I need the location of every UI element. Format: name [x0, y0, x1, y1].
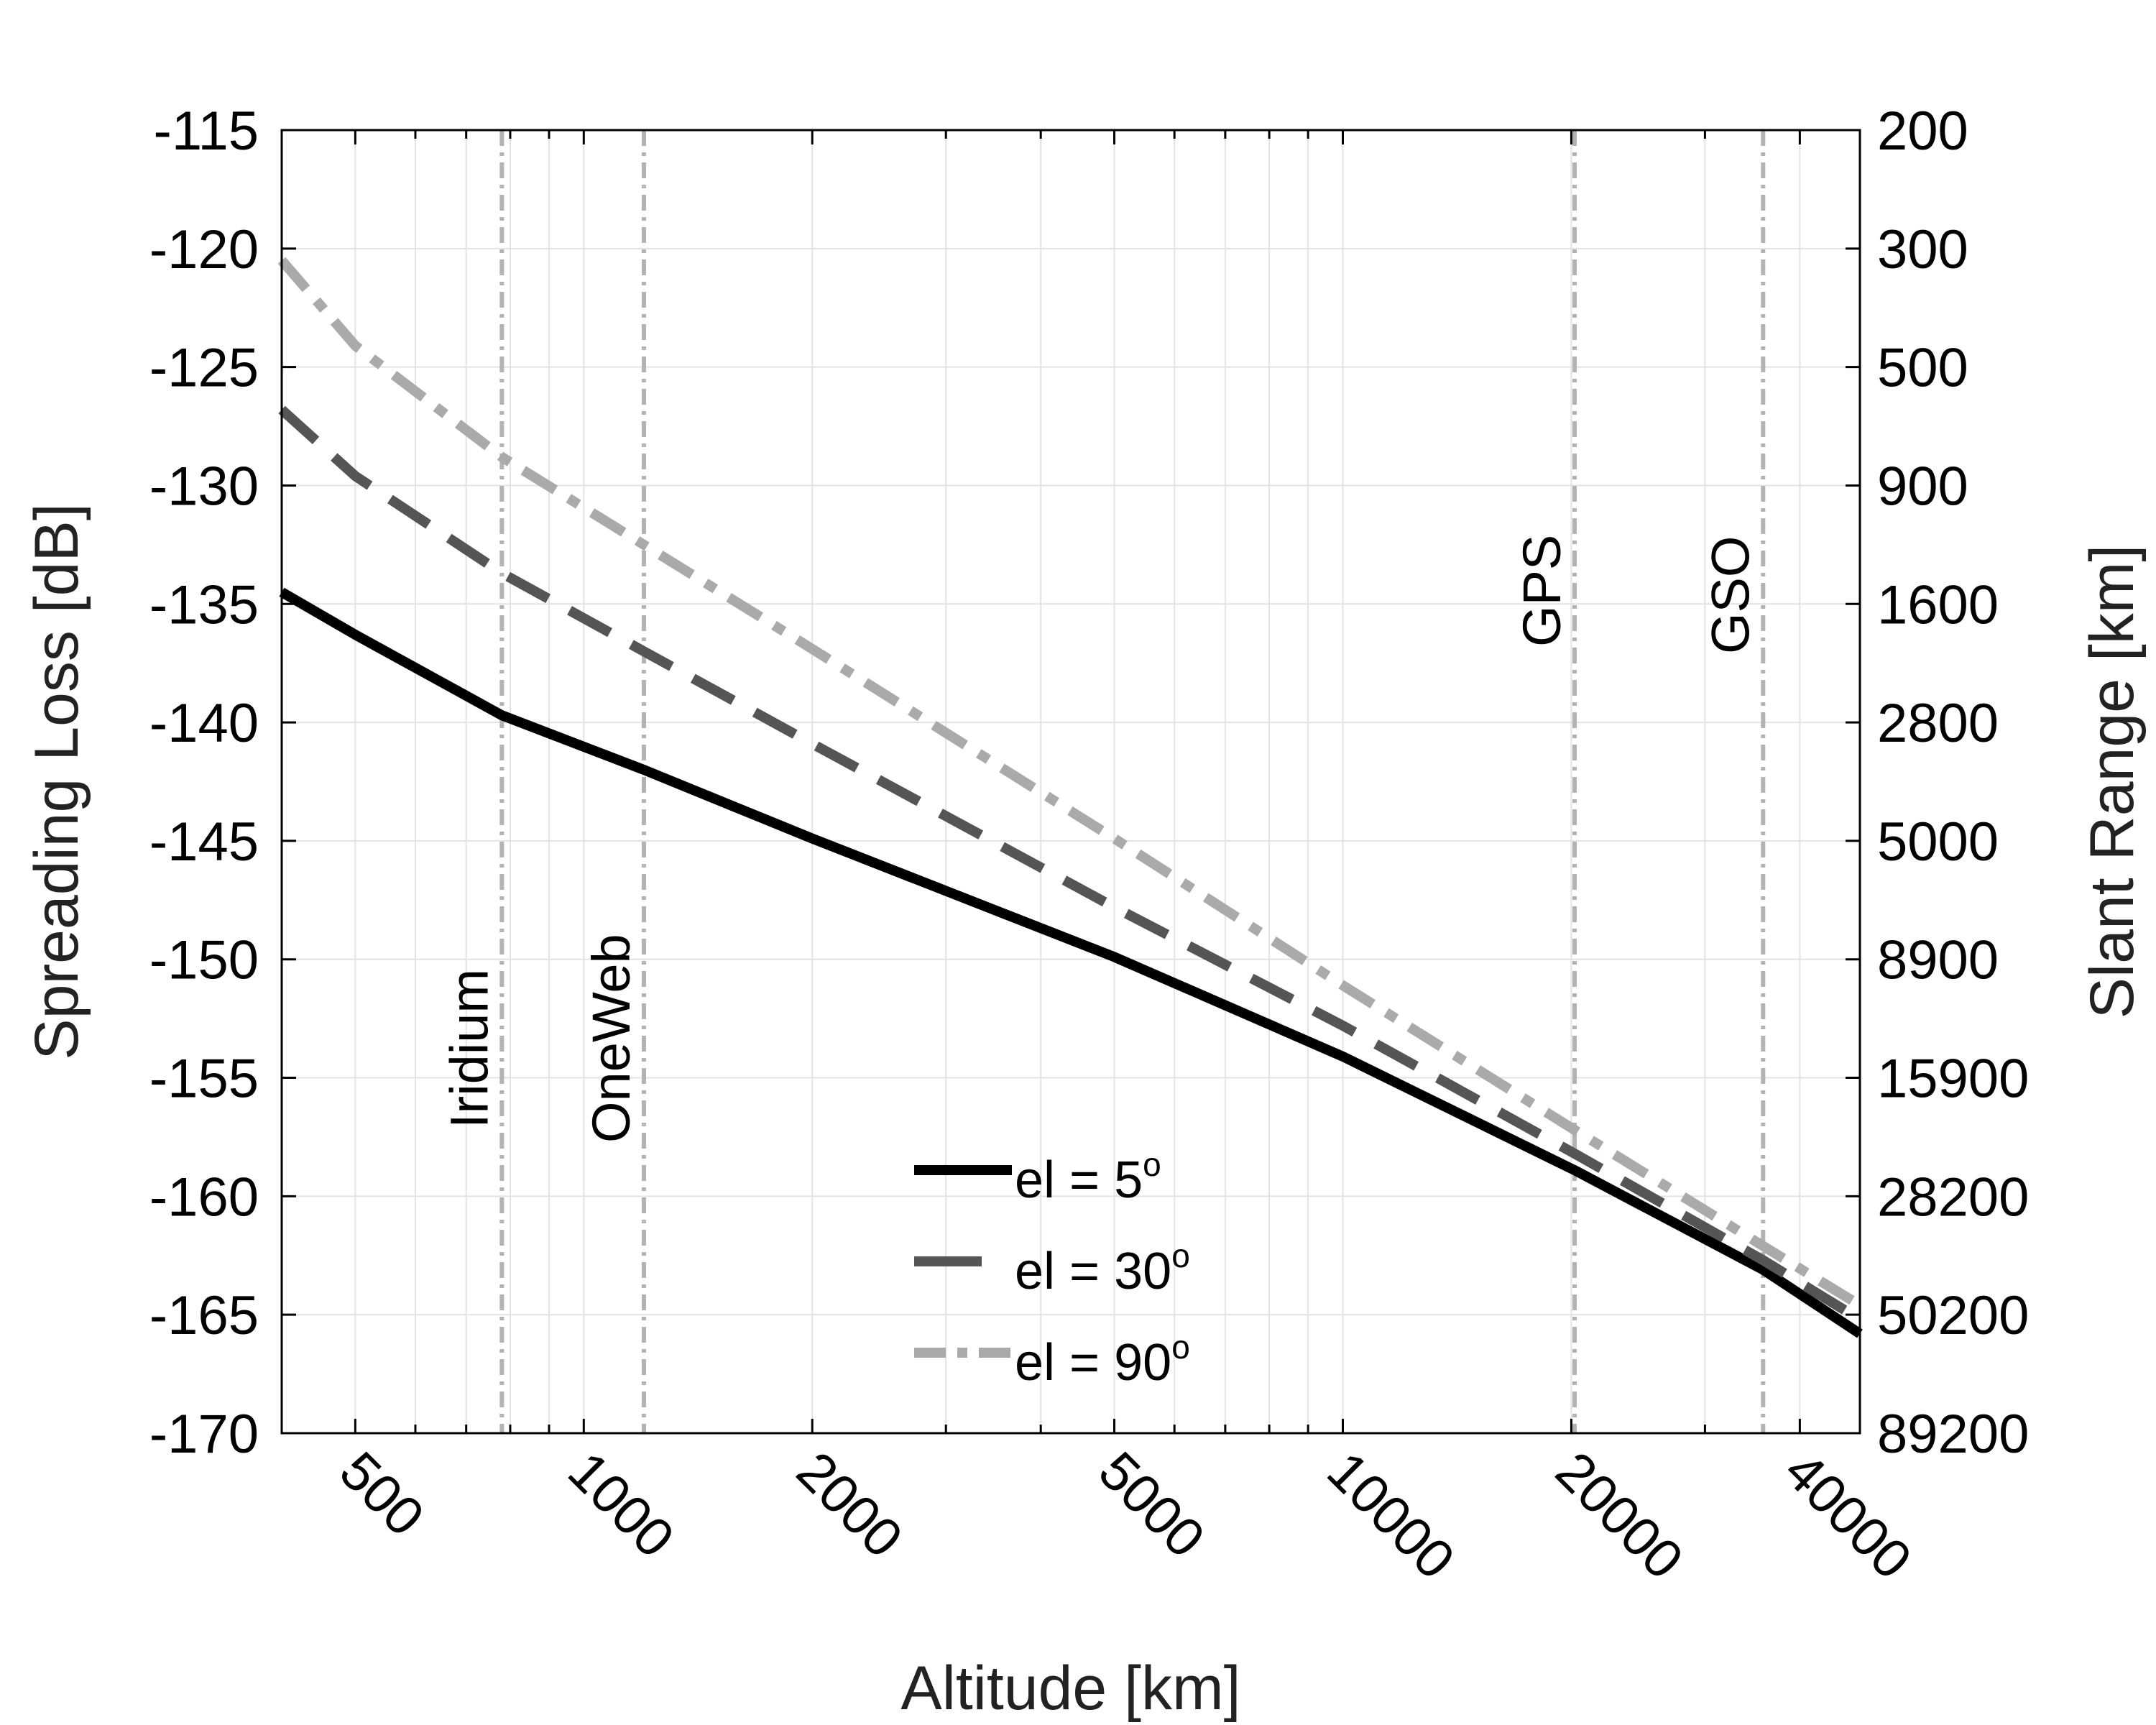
y-tick-label: -145 [149, 811, 259, 873]
tick-marks [282, 129, 1860, 1435]
series-line-1 [278, 405, 1863, 1324]
y2-tick-label: 5000 [1877, 811, 1999, 873]
reference-lines: Iridium OneWeb GPS GSO [439, 130, 1766, 1433]
legend-label-2: el = 90o [1015, 1328, 1190, 1392]
y2-tick-label: 50200 [1877, 1285, 2029, 1346]
x-axis-title: Altitude [km] [900, 1654, 1240, 1723]
series-layer [277, 257, 1863, 1338]
series-line-2 [277, 257, 1863, 1310]
y2-tick-label: 500 [1877, 338, 1968, 399]
series-line-0 [279, 587, 1863, 1338]
legend-label-1: el = 30o [1015, 1237, 1190, 1300]
y-tick-label: -165 [149, 1285, 259, 1346]
y2-tick-label: 8900 [1877, 930, 1999, 991]
legend-degree-superscript: o [1143, 1146, 1161, 1183]
reference-label-gso: GSO [1700, 536, 1760, 654]
plot-frame [280, 129, 1861, 1435]
y2-tick-label: 300 [1877, 219, 1968, 280]
y2-tick-label: 89200 [1877, 1404, 2029, 1465]
y2-tick-label: 900 [1877, 456, 1968, 517]
y-axis-title: Spreading Loss [dB] [22, 503, 91, 1060]
y-tick-label: -160 [149, 1167, 259, 1228]
y-tick-label: -140 [149, 693, 259, 754]
y-tick-labels: -115 -120 -125 -130 -135 -140 -145 -150 -155 -160… [149, 101, 259, 1465]
y2-tick-label: 1600 [1877, 574, 1999, 635]
y-tick-label: -125 [149, 338, 259, 399]
grid-layer [282, 129, 1860, 1434]
legend-degree-superscript: o [1171, 1328, 1190, 1366]
y2-tick-label: 15900 [1877, 1049, 2029, 1110]
y-tick-label: -130 [149, 456, 259, 517]
y-tick-label: -115 [154, 101, 259, 162]
y-tick-label: -120 [149, 219, 259, 280]
y-tick-label: -155 [149, 1049, 259, 1110]
y2-tick-label: 200 [1877, 101, 1968, 162]
y2-axis-title: Slant Range [km] [2078, 545, 2147, 1019]
legend: el = 5o el = 30o el = 90o [914, 1146, 1190, 1392]
y-tick-label: -150 [149, 930, 259, 991]
legend-label-0: el = 5o [1015, 1146, 1161, 1209]
reference-label-oneweb: OneWeb [581, 934, 641, 1143]
y2-tick-label: 2800 [1877, 693, 1999, 754]
y2-tick-labels: 200 300 500 900 1600 2800 5000 8900 15900 28200 50… [1877, 101, 2029, 1465]
y2-tick-label: 28200 [1877, 1167, 2029, 1228]
legend-degree-superscript: o [1171, 1237, 1190, 1274]
reference-label-iridium: Iridium [439, 969, 499, 1128]
y-tick-label: -135 [149, 574, 259, 635]
y-tick-label: -170 [149, 1404, 259, 1465]
reference-label-gps: GPS [1512, 535, 1572, 647]
